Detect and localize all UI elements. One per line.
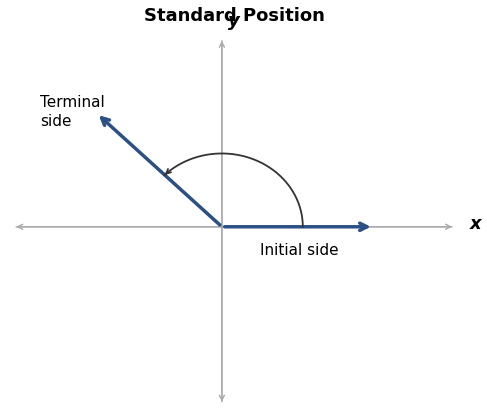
Text: y: y [228, 12, 240, 30]
Text: Terminal
side: Terminal side [40, 95, 105, 129]
Text: x: x [470, 216, 481, 234]
Title: Standard Position: Standard Position [144, 7, 325, 25]
Text: Initial side: Initial side [260, 243, 338, 258]
